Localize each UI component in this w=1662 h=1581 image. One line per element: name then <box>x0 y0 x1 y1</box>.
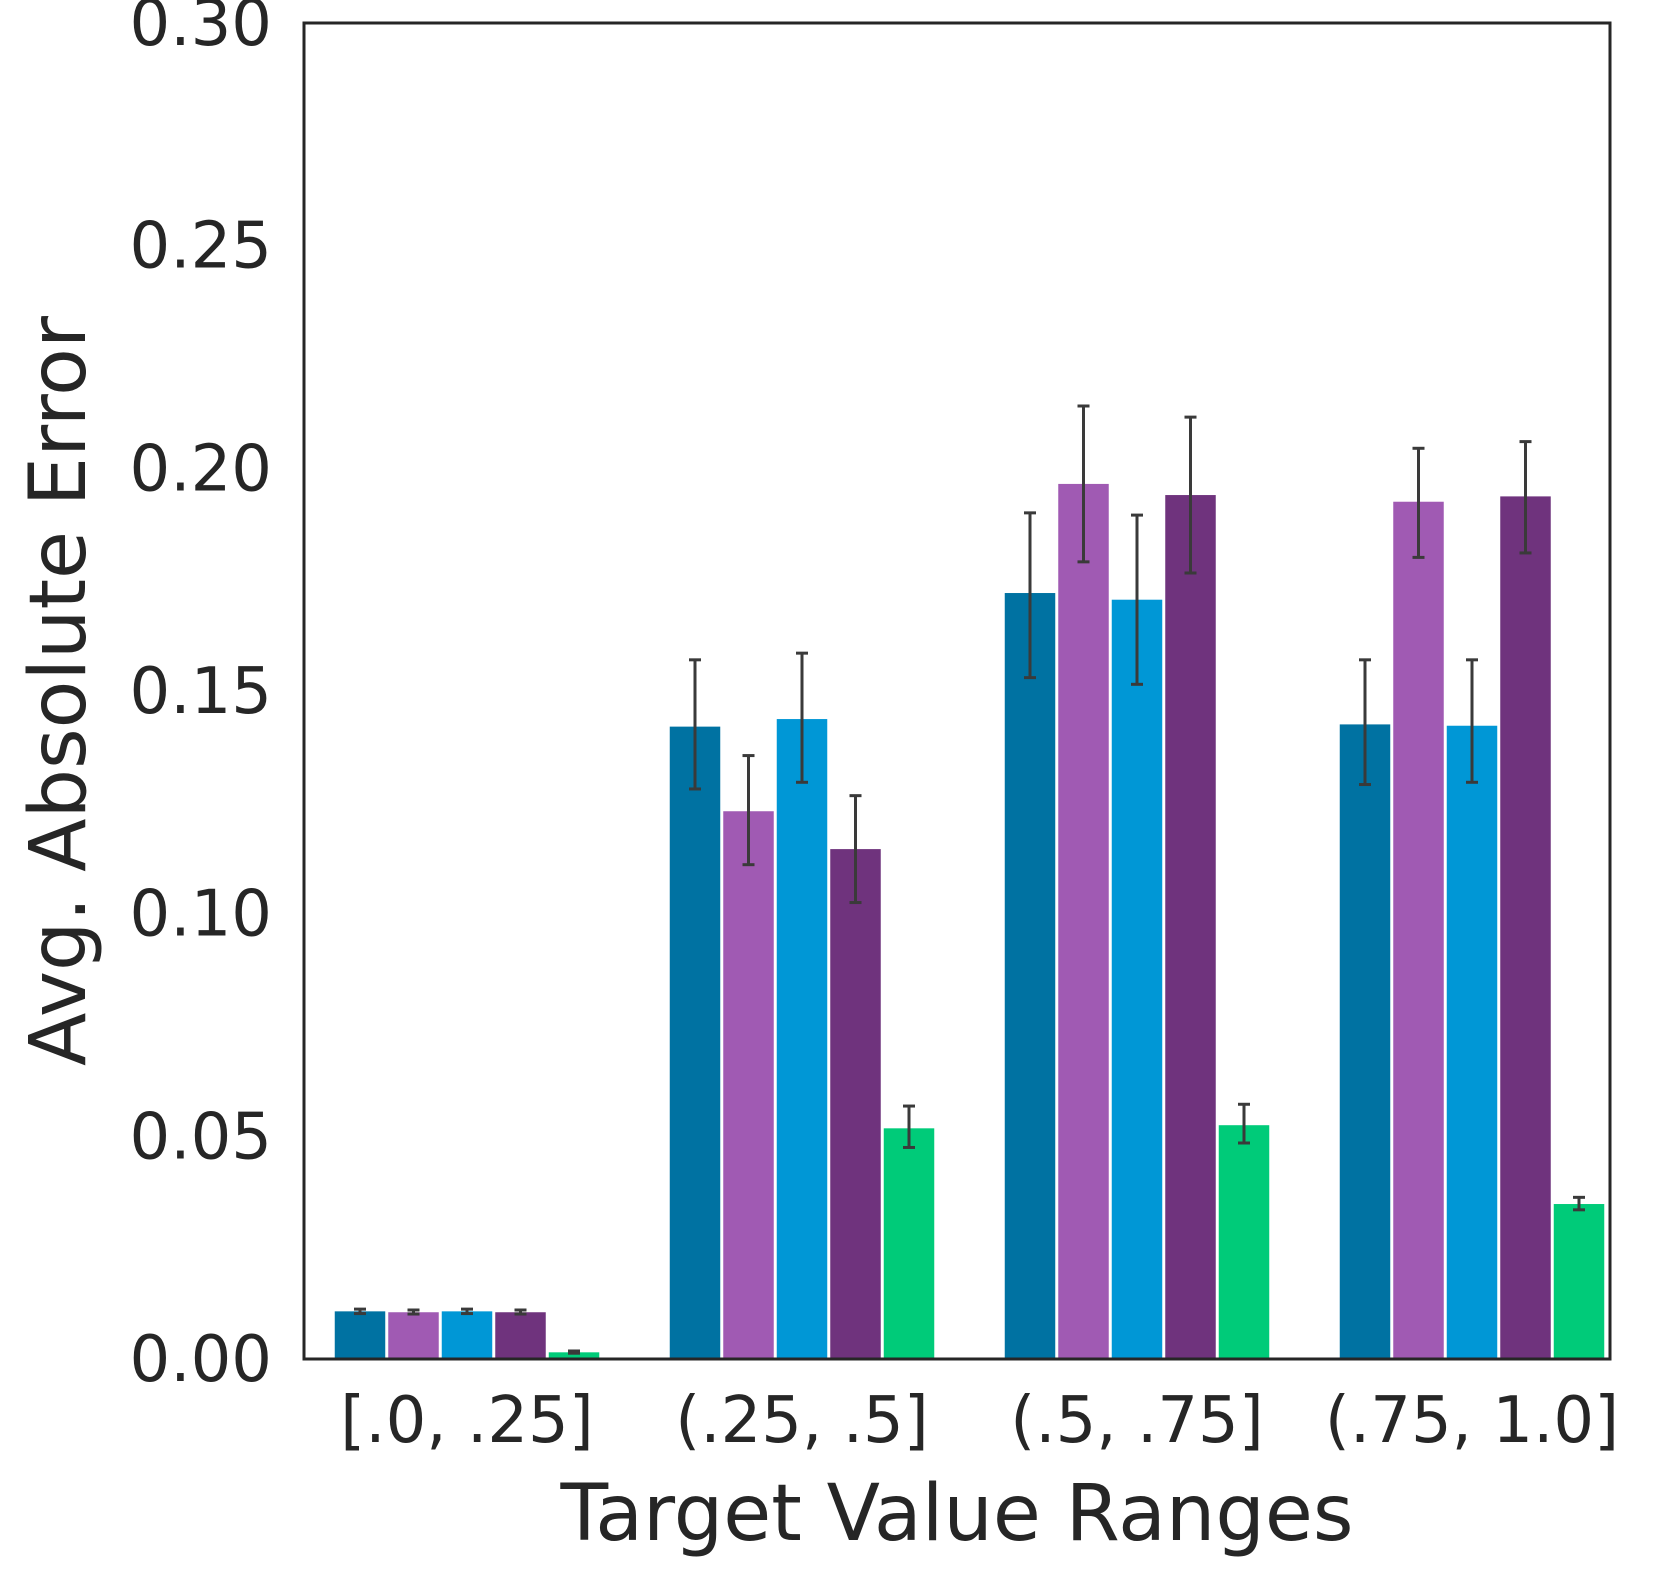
errorbar-series-1-cat-0 <box>354 1307 366 1316</box>
errorbar-series-5-cat-0 <box>568 1349 580 1355</box>
bar-series-2-cat-1 <box>723 811 774 1359</box>
bar-series-3-cat-0 <box>441 1311 493 1359</box>
y-tick-label: 0.25 <box>130 210 273 284</box>
errorbar-series-4-cat-0 <box>514 1308 527 1316</box>
errorbar-series-3-cat-3 <box>1466 658 1478 784</box>
bar-series-2-cat-3 <box>1393 501 1444 1359</box>
x-axis-title: Target Value Ranges <box>560 1469 1354 1559</box>
bar-series-5-cat-3 <box>1553 1204 1605 1359</box>
bar-series-3-cat-3 <box>1446 725 1498 1359</box>
bars-layer <box>334 483 1605 1359</box>
errorbar-series-4-cat-3 <box>1519 440 1532 555</box>
y-tick-label: 0.05 <box>130 1100 273 1174</box>
bar-series-3-cat-1 <box>776 719 828 1359</box>
x-tick-label: [.0, .25] <box>340 1384 593 1458</box>
y-tick-label: 0.30 <box>130 0 273 61</box>
x-tick-label: (.75, 1.0] <box>1325 1384 1619 1458</box>
bar-series-1-cat-0 <box>334 1311 386 1359</box>
bar-series-5-cat-0 <box>548 1352 600 1359</box>
bar-series-5-cat-1 <box>883 1128 935 1359</box>
bar-series-3-cat-2 <box>1111 599 1163 1359</box>
errorbar-series-2-cat-0 <box>407 1308 420 1316</box>
bar-series-4-cat-2 <box>1165 495 1216 1359</box>
y-axis-title: Avg. Absolute Error <box>14 315 104 1066</box>
errorbar-series-3-cat-0 <box>461 1307 473 1316</box>
errorbar-series-2-cat-3 <box>1412 446 1425 559</box>
y-tick-labels: 0.00 0.05 0.10 0.15 0.20 0.25 0.30 <box>130 0 273 1397</box>
plot-frame <box>302 21 1612 1361</box>
bar-series-1-cat-3 <box>1339 724 1391 1359</box>
bar-series-5-cat-2 <box>1218 1125 1270 1359</box>
errorbar-series-1-cat-1 <box>689 658 701 791</box>
errorbar-series-2-cat-1 <box>742 754 755 867</box>
bar-series-4-cat-1 <box>830 849 881 1359</box>
x-tick-label: (.25, .5] <box>675 1384 928 1458</box>
errorbar-series-5-cat-2 <box>1238 1102 1250 1145</box>
errorbar-series-4-cat-1 <box>849 794 862 905</box>
y-tick-label: 0.10 <box>130 878 273 952</box>
bar-series-2-cat-0 <box>388 1312 439 1359</box>
errorbar-series-3-cat-1 <box>796 651 808 784</box>
x-tick-labels: [.0, .25] (.25, .5] (.5, .75] (.75, 1.0] <box>340 1384 1619 1458</box>
errorbar-series-1-cat-2 <box>1024 511 1036 680</box>
bar-series-2-cat-2 <box>1058 483 1109 1359</box>
errorbar-series-5-cat-3 <box>1573 1195 1585 1212</box>
y-tick-label: 0.20 <box>130 432 273 506</box>
errorbar-series-4-cat-2 <box>1184 415 1197 575</box>
errorbar-series-2-cat-2 <box>1077 404 1090 564</box>
bar-series-4-cat-0 <box>495 1312 546 1359</box>
errorbar-series-3-cat-2 <box>1131 513 1143 686</box>
x-tick-label: (.5, .75] <box>1010 1384 1263 1458</box>
bar-series-1-cat-2 <box>1004 593 1056 1359</box>
errorbar-series-1-cat-3 <box>1359 658 1371 787</box>
errorbar-series-5-cat-1 <box>903 1104 915 1149</box>
y-tick-label: 0.15 <box>130 655 273 729</box>
y-tick-label: 0.00 <box>130 1323 273 1397</box>
bar-series-1-cat-1 <box>669 726 721 1359</box>
bar-series-4-cat-3 <box>1500 496 1551 1359</box>
errorbars-layer <box>354 404 1585 1355</box>
